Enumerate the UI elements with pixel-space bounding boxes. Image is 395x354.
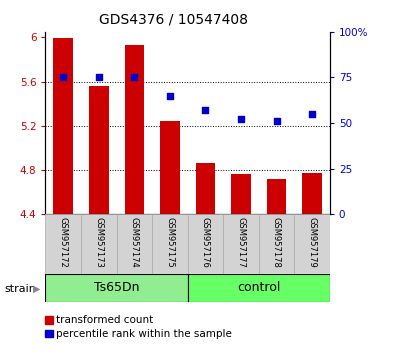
Point [238, 116, 244, 122]
Bar [81, 214, 117, 274]
Bar [53, 39, 73, 214]
Text: ▶: ▶ [33, 284, 40, 294]
Bar [117, 214, 152, 274]
Bar [45, 214, 81, 274]
Text: GSM957174: GSM957174 [130, 217, 139, 268]
Text: GSM957172: GSM957172 [59, 217, 68, 268]
Text: percentile rank within the sample: percentile rank within the sample [56, 329, 232, 339]
Point [60, 75, 66, 80]
Text: strain: strain [4, 284, 36, 293]
Text: GSM957177: GSM957177 [237, 217, 245, 268]
Bar [45, 274, 188, 302]
Text: GSM957178: GSM957178 [272, 217, 281, 268]
Text: transformed count: transformed count [56, 315, 154, 325]
Text: control: control [237, 281, 280, 295]
Point [167, 93, 173, 98]
Point [273, 118, 280, 124]
Text: GSM957175: GSM957175 [166, 217, 174, 268]
Point [131, 75, 137, 80]
Bar [89, 86, 109, 214]
Point [96, 75, 102, 80]
Bar [188, 274, 330, 302]
Bar [294, 214, 330, 274]
Text: GSM957173: GSM957173 [94, 217, 103, 268]
Bar [267, 179, 286, 214]
Text: GSM957176: GSM957176 [201, 217, 210, 268]
Bar [196, 163, 215, 214]
Bar [223, 214, 259, 274]
Text: GSM957179: GSM957179 [308, 217, 316, 268]
Bar [231, 175, 251, 214]
Bar [188, 214, 223, 274]
Bar [160, 121, 180, 214]
Text: GDS4376 / 10547408: GDS4376 / 10547408 [99, 12, 248, 27]
Bar [152, 214, 188, 274]
Text: Ts65Dn: Ts65Dn [94, 281, 139, 295]
Bar [259, 214, 294, 274]
Point [202, 107, 209, 113]
Bar [124, 45, 144, 214]
Bar [302, 173, 322, 214]
Point [309, 111, 315, 117]
